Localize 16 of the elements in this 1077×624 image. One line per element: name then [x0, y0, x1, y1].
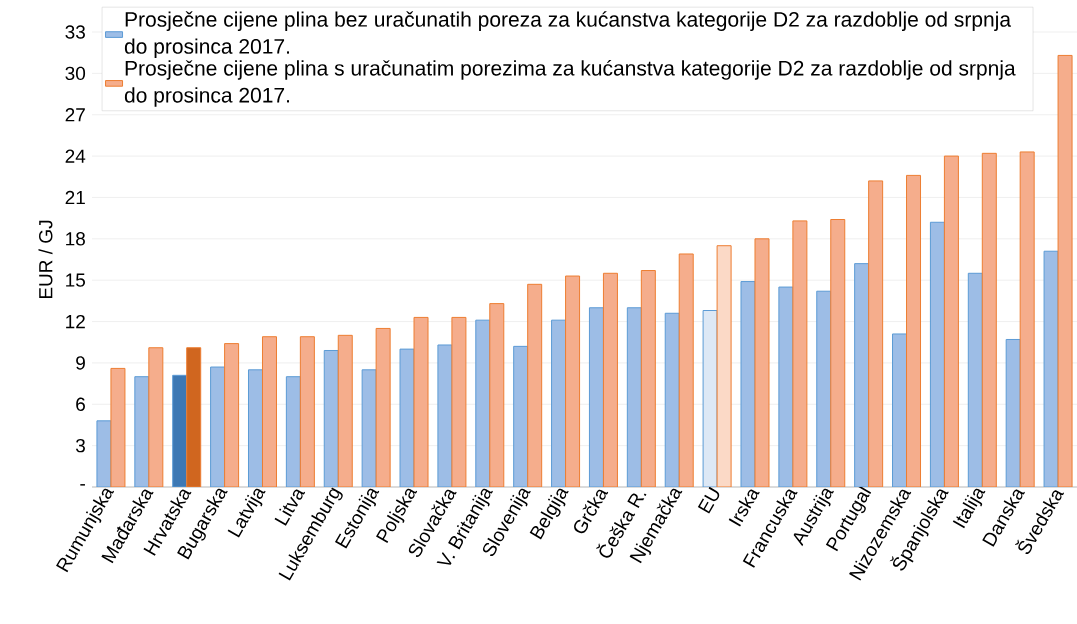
legend-label: Prosječne cijene plina s uračunatim porezima za kućanstva kategorije D2 za razdoblje od srpnja do prosinca 2017.: [124, 59, 1016, 107]
y-tick-label: 18: [66, 232, 85, 246]
y-tick-label: 30: [65, 66, 86, 81]
y-tick-label: 3: [75, 438, 85, 453]
y-tick-label: 12: [66, 314, 85, 329]
y-tick-label: 33: [65, 25, 85, 39]
y-tick-label: -: [80, 484, 85, 486]
y-tick-label: 27: [65, 108, 85, 122]
y-tick-label: 24: [65, 149, 86, 163]
y-tick-label: 21: [65, 190, 85, 205]
y-tick-label: 6: [76, 397, 85, 411]
legend-label: Prosječne cijene plina bez uračunatih poreza za kućanstva kategorije D2 za razdoblje od srpnja do prosinca 2017.: [124, 11, 1012, 58]
y-tick-label: 9: [76, 356, 85, 370]
y-axis-title: EUR / GJ: [38, 220, 53, 299]
y-tick-label: 15: [66, 273, 85, 287]
x-tick-label: EU: [697, 486, 720, 514]
